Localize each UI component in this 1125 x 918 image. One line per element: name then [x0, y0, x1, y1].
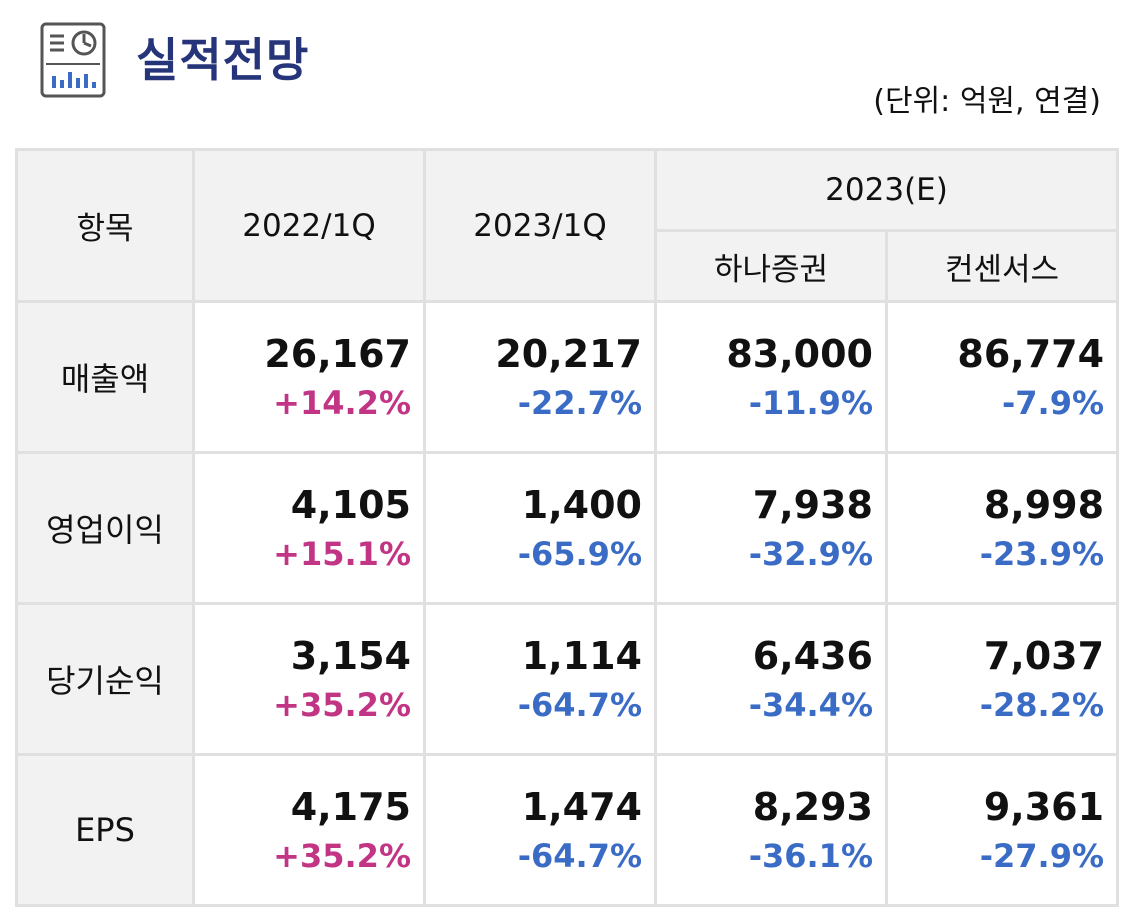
cell-value: 86,774: [957, 332, 1105, 376]
table-row: 매출액 26,167 +14.2% 20,217 -22.7% 83,000 -11.9% 8…: [15, 300, 1120, 454]
table-cell: 1,400 -65.9%: [423, 451, 657, 605]
table-cell: 7,037 -28.2%: [884, 602, 1120, 756]
cell-value: 4,105: [290, 483, 411, 527]
cell-change: -64.7%: [517, 837, 642, 875]
cell-value: 83,000: [726, 332, 873, 376]
cell-change: -27.9%: [979, 837, 1105, 875]
cell-value: 1,400: [521, 483, 642, 527]
header-consensus: 컨센서스: [884, 229, 1120, 303]
cell-value: 1,114: [521, 634, 642, 678]
page-title: 실적전망: [136, 33, 310, 87]
cell-change: -36.1%: [748, 837, 873, 875]
table-row: EPS 4,175 +35.2% 1,474 -64.7% 8,293 -36.1% 9,36…: [15, 753, 1120, 907]
cell-change: -11.9%: [748, 384, 873, 422]
table-cell: 86,774 -7.9%: [884, 300, 1120, 454]
table-cell: 83,000 -11.9%: [654, 300, 888, 454]
cell-change: -32.9%: [748, 535, 873, 573]
row-label: 매출액: [15, 300, 195, 454]
table-cell: 7,938 -32.9%: [654, 451, 888, 605]
cell-change: +35.2%: [273, 686, 411, 724]
cell-value: 7,938: [752, 483, 873, 527]
cell-value: 6,436: [752, 634, 873, 678]
table-cell: 8,998 -23.9%: [884, 451, 1120, 605]
cell-value: 1,474: [521, 785, 642, 829]
table-cell: 1,114 -64.7%: [423, 602, 657, 756]
cell-change: -65.9%: [517, 535, 642, 573]
table-row: 당기순익 3,154 +35.2% 1,114 -64.7% 6,436 -34.4% 7,0…: [15, 602, 1120, 756]
earnings-forecast-table: 항목 2022/1Q 2023/1Q 2023(E) 하나증권 컨센서스 매출액…: [15, 148, 1120, 907]
table-cell: 6,436 -34.4%: [654, 602, 888, 756]
header-hana-securities: 하나증권: [654, 229, 888, 303]
page-header: 실적전망: [40, 22, 309, 98]
table-cell: 9,361 -27.9%: [884, 753, 1120, 907]
row-label: 당기순익: [15, 602, 195, 756]
cell-change: -22.7%: [517, 384, 642, 422]
unit-note: (단위: 억원, 연결): [873, 84, 1101, 119]
cell-value: 4,175: [290, 785, 411, 829]
cell-value: 3,154: [290, 634, 411, 678]
table-cell: 20,217 -22.7%: [423, 300, 657, 454]
header-2022-1q: 2022/1Q: [192, 148, 426, 303]
report-chart-icon: [40, 22, 106, 98]
cell-value: 9,361: [983, 785, 1105, 829]
row-label: 영업이익: [15, 451, 195, 605]
row-label: EPS: [15, 753, 195, 907]
cell-value: 26,167: [264, 332, 411, 376]
header-2023e: 2023(E): [653, 148, 1120, 232]
table-cell: 8,293 -36.1%: [654, 753, 888, 907]
cell-change: +14.2%: [273, 384, 411, 422]
cell-value: 20,217: [495, 332, 642, 376]
header-2023-1q: 2023/1Q: [423, 148, 657, 303]
cell-value: 8,293: [752, 785, 873, 829]
table-cell: 4,105 +15.1%: [192, 451, 426, 605]
table-cell: 3,154 +35.2%: [192, 602, 426, 756]
cell-change: -64.7%: [517, 686, 642, 724]
table-row: 영업이익 4,105 +15.1% 1,400 -65.9% 7,938 -32.9% 8,9…: [15, 451, 1120, 605]
cell-change: -7.9%: [1001, 384, 1105, 422]
cell-change: -23.9%: [979, 535, 1105, 573]
table-cell: 4,175 +35.2%: [192, 753, 426, 907]
table-cell: 26,167 +14.2%: [192, 300, 426, 454]
cell-value: 7,037: [983, 634, 1105, 678]
cell-change: -28.2%: [979, 686, 1105, 724]
cell-change: +35.2%: [273, 837, 411, 875]
table-cell: 1,474 -64.7%: [423, 753, 657, 907]
cell-change: +15.1%: [273, 535, 411, 573]
cell-value: 8,998: [983, 483, 1105, 527]
header-item: 항목: [15, 148, 195, 303]
cell-change: -34.4%: [748, 686, 873, 724]
